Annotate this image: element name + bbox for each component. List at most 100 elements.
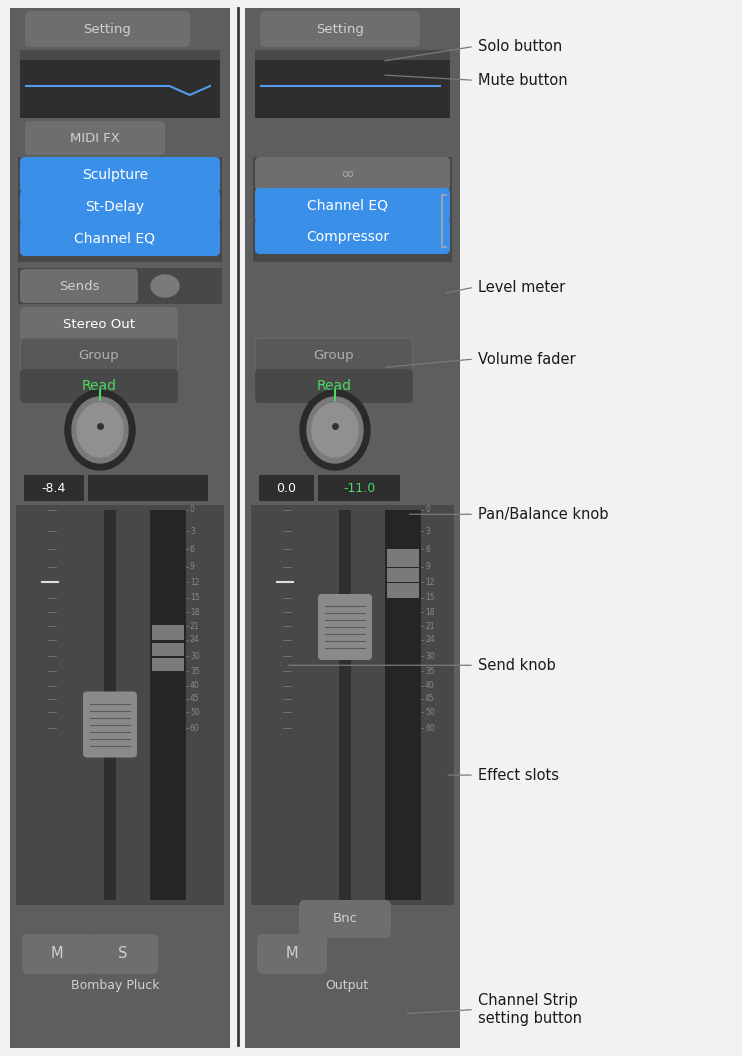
- FancyBboxPatch shape: [299, 900, 391, 938]
- Bar: [245, 8, 460, 1048]
- FancyBboxPatch shape: [83, 692, 137, 757]
- Bar: [20, 60, 220, 118]
- Text: 0.0: 0.0: [276, 482, 296, 494]
- Text: 6: 6: [425, 545, 430, 553]
- FancyBboxPatch shape: [25, 11, 190, 48]
- Text: Bnc: Bnc: [332, 912, 358, 925]
- Text: ∞: ∞: [341, 165, 355, 183]
- Bar: [20, 50, 220, 60]
- Text: 6: 6: [190, 545, 195, 553]
- Text: 9: 9: [425, 562, 430, 571]
- Text: Sculpture: Sculpture: [82, 168, 148, 182]
- Text: 50: 50: [425, 708, 435, 717]
- Bar: [339, 510, 351, 900]
- Text: -8.4: -8.4: [42, 482, 66, 494]
- Bar: [152, 658, 184, 671]
- FancyBboxPatch shape: [20, 269, 138, 303]
- Bar: [152, 625, 184, 640]
- Text: -11.0: -11.0: [343, 482, 375, 494]
- FancyBboxPatch shape: [255, 157, 450, 191]
- Text: 12: 12: [425, 578, 435, 587]
- Ellipse shape: [65, 390, 135, 470]
- Text: Read: Read: [317, 379, 352, 393]
- FancyBboxPatch shape: [20, 190, 220, 225]
- Bar: [255, 60, 450, 118]
- Text: Group: Group: [314, 348, 355, 361]
- Text: 3: 3: [425, 527, 430, 536]
- Text: 60: 60: [190, 724, 200, 733]
- Ellipse shape: [307, 397, 363, 463]
- Bar: [318, 475, 400, 501]
- Text: 21: 21: [190, 622, 200, 630]
- Text: Volume fader: Volume fader: [478, 352, 576, 366]
- Text: Pan/Balance knob: Pan/Balance knob: [478, 507, 608, 522]
- Text: St-Delay: St-Delay: [85, 201, 145, 214]
- Text: 15: 15: [190, 593, 200, 602]
- FancyBboxPatch shape: [25, 121, 165, 155]
- Text: 0: 0: [425, 506, 430, 514]
- Text: Channel EQ: Channel EQ: [307, 199, 388, 212]
- FancyBboxPatch shape: [20, 221, 220, 256]
- FancyBboxPatch shape: [257, 934, 327, 974]
- Text: 35: 35: [425, 666, 435, 676]
- Ellipse shape: [72, 397, 128, 463]
- FancyBboxPatch shape: [20, 369, 178, 403]
- FancyBboxPatch shape: [318, 593, 372, 660]
- Text: 18: 18: [425, 607, 435, 617]
- Bar: [104, 510, 116, 900]
- FancyBboxPatch shape: [20, 338, 178, 372]
- Text: Setting: Setting: [84, 22, 131, 36]
- Bar: [259, 475, 314, 501]
- FancyBboxPatch shape: [20, 157, 220, 193]
- Text: M: M: [50, 946, 63, 962]
- Bar: [18, 157, 222, 262]
- Text: 24: 24: [425, 636, 435, 644]
- Text: Solo button: Solo button: [478, 39, 562, 54]
- FancyBboxPatch shape: [88, 934, 158, 974]
- FancyBboxPatch shape: [260, 11, 420, 48]
- Text: 21: 21: [425, 622, 435, 630]
- Text: Sends: Sends: [59, 280, 99, 293]
- Ellipse shape: [151, 275, 179, 297]
- FancyBboxPatch shape: [22, 934, 92, 974]
- Bar: [152, 643, 184, 656]
- Bar: [10, 8, 230, 1048]
- FancyBboxPatch shape: [255, 219, 450, 254]
- Bar: [255, 50, 450, 60]
- Bar: [387, 568, 419, 582]
- FancyBboxPatch shape: [255, 188, 450, 223]
- Text: 60: 60: [425, 724, 435, 733]
- Text: 50: 50: [190, 708, 200, 717]
- Text: 40: 40: [425, 681, 435, 690]
- Text: Mute button: Mute button: [478, 73, 568, 88]
- Text: 18: 18: [190, 607, 200, 617]
- Text: 35: 35: [190, 666, 200, 676]
- Text: Compressor: Compressor: [306, 229, 389, 244]
- Text: Group: Group: [79, 348, 119, 361]
- FancyBboxPatch shape: [20, 307, 178, 341]
- Text: 24: 24: [190, 636, 200, 644]
- Text: 45: 45: [190, 694, 200, 703]
- Bar: [24, 475, 84, 501]
- Text: 40: 40: [190, 681, 200, 690]
- Ellipse shape: [312, 403, 358, 457]
- Text: Level meter: Level meter: [478, 280, 565, 295]
- Bar: [251, 505, 454, 905]
- Text: Effect slots: Effect slots: [478, 768, 559, 782]
- Bar: [385, 510, 421, 900]
- Text: Bombay Pluck: Bombay Pluck: [70, 979, 160, 992]
- Text: Read: Read: [82, 379, 116, 393]
- Text: M: M: [286, 946, 298, 962]
- Text: 9: 9: [190, 562, 195, 571]
- Bar: [16, 505, 224, 905]
- Text: 30: 30: [190, 652, 200, 661]
- FancyBboxPatch shape: [255, 338, 413, 372]
- Bar: [387, 549, 419, 567]
- Text: Stereo Out: Stereo Out: [63, 318, 135, 331]
- Text: MIDI FX: MIDI FX: [70, 132, 120, 145]
- Bar: [387, 583, 419, 598]
- Text: Setting: Setting: [316, 22, 364, 36]
- Text: 12: 12: [190, 578, 200, 587]
- Text: Channel Strip
setting button: Channel Strip setting button: [478, 994, 582, 1025]
- Bar: [18, 268, 222, 304]
